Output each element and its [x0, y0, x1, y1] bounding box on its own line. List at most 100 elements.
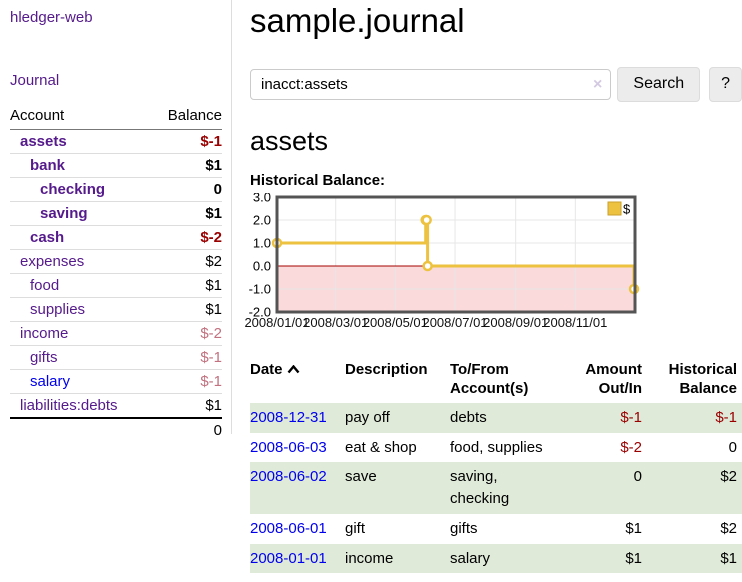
account-row: food $1 — [10, 273, 222, 298]
search-button[interactable]: Search — [617, 66, 701, 102]
legend-label: $ — [623, 201, 631, 216]
transaction-balance: $1 — [720, 549, 737, 567]
legend-swatch — [607, 201, 622, 216]
account-row: liabilities:debts $1 — [10, 394, 222, 419]
search-form: × Search ? — [250, 66, 742, 102]
x-tick-label: 2008/11/01 — [543, 315, 607, 330]
account-cell: assets — [10, 129, 151, 154]
accounts-total-value: 0 — [150, 417, 222, 442]
account-balance: $1 — [150, 297, 222, 322]
transaction-row: 2008-12-31 pay off debts $-1 $-1 — [250, 402, 742, 433]
page-title: sample.journal — [250, 2, 465, 39]
account-link[interactable]: food — [30, 277, 60, 294]
account-link[interactable]: cash — [30, 229, 65, 246]
transaction-amount: $-1 — [620, 408, 642, 426]
account-balance: $-1 — [150, 369, 222, 394]
account-row: bank $1 — [10, 153, 222, 178]
register-header-date-label: Date — [250, 360, 283, 378]
account-cell: bank — [10, 153, 151, 178]
x-tick-label: 2008/03/01 — [303, 315, 368, 330]
account-balance: 0 — [150, 177, 222, 202]
account-cell: salary — [10, 369, 151, 394]
transaction-date-cell: 2008-12-31 — [250, 403, 345, 433]
sort-ascending-icon — [287, 364, 300, 374]
transaction-date-link[interactable]: 2008-06-02 — [250, 468, 327, 486]
account-row: expenses $2 — [10, 249, 222, 274]
accounts-total-spacer — [10, 417, 151, 442]
transaction-balance: $2 — [720, 519, 737, 537]
transaction-description: pay off — [345, 408, 390, 426]
account-link[interactable]: bank — [30, 157, 66, 174]
transaction-accounts: salary — [450, 549, 491, 567]
transaction-date-link[interactable]: 2008-12-31 — [250, 408, 327, 426]
account-link[interactable]: salary — [30, 373, 71, 390]
register-header-description: Description — [345, 360, 428, 378]
account-balance: $1 — [205, 397, 222, 414]
transaction-accounts: saving, checking — [450, 468, 510, 508]
account-balance: $1 — [150, 273, 222, 298]
account-link[interactable]: saving — [40, 205, 88, 222]
account-cell: checking — [10, 177, 151, 202]
accounts-header-balance: Balance — [150, 104, 222, 130]
account-link[interactable]: supplies — [30, 301, 86, 318]
y-tick-label: 2.0 — [253, 212, 271, 227]
account-balance: $1 — [150, 153, 222, 178]
account-row: supplies $1 — [10, 297, 222, 322]
main-content: sample.journal × Search ? assets Histori… — [244, 0, 742, 574]
transaction-description: gift — [345, 519, 366, 537]
register-header-row: Date Description To/From Account(s) Amou… — [250, 358, 742, 403]
account-cell: supplies — [10, 297, 151, 322]
accounts-header-row: Account Balance — [10, 104, 222, 130]
transaction-row: 2008-06-03 eat & shop food, supplies $-2 0 — [250, 433, 742, 463]
sidebar-divider — [231, 0, 232, 434]
account-balance: $2 — [150, 249, 222, 274]
search-input[interactable] — [250, 68, 612, 100]
account-link[interactable]: liabilities:debts — [20, 397, 118, 414]
app-title-link[interactable]: hledger-web — [10, 9, 93, 26]
account-row: checking 0 — [10, 177, 222, 202]
transaction-amount: $-2 — [620, 438, 642, 456]
transaction-date-cell: 2008-01-01 — [250, 544, 345, 574]
data-point[interactable] — [422, 260, 433, 272]
account-row: assets $-1 — [10, 129, 222, 154]
transaction-amount: $1 — [625, 549, 642, 567]
account-balance: $-1 — [150, 345, 222, 370]
x-tick-label: 2008/05/01 — [363, 315, 428, 330]
y-tick-label: 3.0 — [253, 193, 271, 205]
transaction-date-link[interactable]: 2008-06-03 — [250, 438, 327, 456]
account-balance: $-2 — [150, 321, 222, 346]
account-heading: assets — [250, 125, 329, 156]
y-tick-label: 0.0 — [253, 258, 271, 273]
account-row: salary $-1 — [10, 369, 222, 394]
register-header-date[interactable]: Date — [250, 358, 345, 403]
account-row: income $-2 — [10, 321, 222, 346]
register-header-balance: Historical Balance — [668, 360, 737, 398]
account-balance: $-1 — [150, 129, 222, 154]
account-link[interactable]: assets — [20, 133, 67, 150]
transaction-accounts: gifts — [450, 519, 478, 537]
account-cell: liabilities:debts — [10, 394, 151, 419]
accounts-table: Account Balance assets $-1 bank $1 checking 0… — [10, 104, 222, 442]
historical-balance-chart[interactable]: 3.0 2.0 1.0 0.0 -1.0 -2.02008/01/012008/03/01… — [240, 193, 740, 338]
account-link[interactable]: checking — [40, 181, 106, 198]
account-link[interactable]: expenses — [20, 253, 85, 270]
account-cell: food — [10, 273, 151, 298]
transaction-date-link[interactable]: 2008-01-01 — [250, 549, 327, 567]
account-link[interactable]: gifts — [30, 349, 58, 366]
sidebar-item-journal[interactable]: Journal — [10, 72, 60, 89]
help-button[interactable]: ? — [709, 66, 742, 102]
transaction-description: eat & shop — [345, 438, 417, 456]
account-row: cash $-2 — [10, 225, 222, 250]
transaction-amount: 0 — [633, 468, 642, 486]
account-row: gifts $-1 — [10, 345, 222, 370]
transaction-amount: $1 — [625, 519, 642, 537]
clear-search-icon[interactable]: × — [593, 75, 603, 93]
account-cell: gifts — [10, 345, 151, 370]
transaction-balance: $2 — [720, 468, 737, 486]
transaction-date-link[interactable]: 2008-06-01 — [250, 519, 327, 537]
register-header-account: To/From Account(s) — [450, 360, 529, 398]
account-link[interactable]: income — [20, 325, 69, 342]
transaction-description: save — [345, 468, 377, 486]
data-point[interactable] — [421, 214, 432, 226]
